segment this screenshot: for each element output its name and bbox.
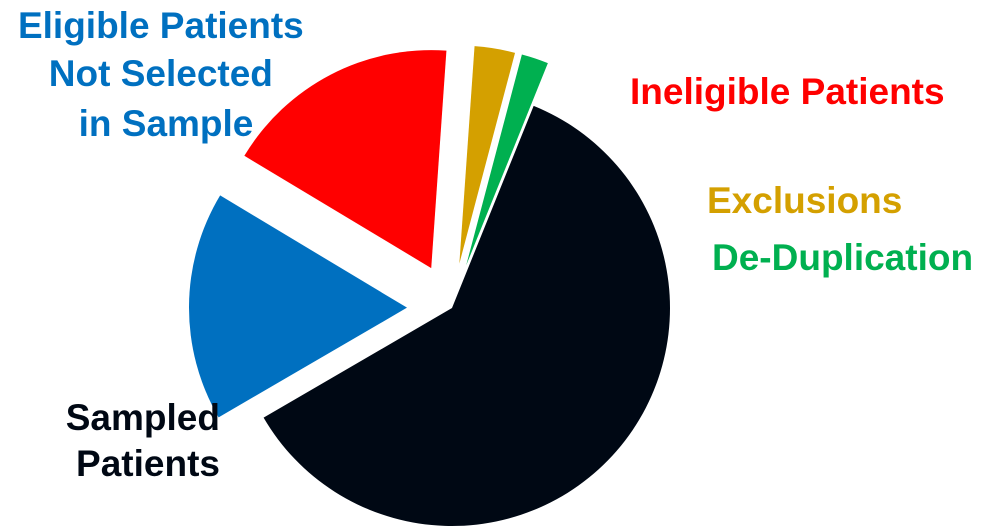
label-ineligible-patients-line-1: Ineligible Patients [630, 71, 945, 112]
label-exclusions-line-1: Exclusions [707, 180, 902, 221]
pie-slices [189, 46, 670, 526]
pie-slice-de-duplication [466, 54, 548, 266]
pie-slice-exclusions [459, 46, 516, 264]
label-ineligible-patients: Ineligible Patients [630, 71, 945, 112]
label-exclusions: Exclusions [707, 180, 902, 221]
label-sampled-patients: Sampled Patients [66, 397, 231, 484]
pie-slice-ineligible-patients [244, 50, 447, 269]
label-sampled-patients-line-2: Patients [76, 443, 220, 484]
label-eligible-not-selected: Eligible Patients Not Selected in Sample [18, 5, 314, 144]
label-sampled-patients-line-1: Sampled [66, 397, 220, 438]
label-de-duplication-line-1: De-Duplication [712, 237, 973, 278]
label-eligible-not-selected-line-3: in Sample [79, 103, 254, 144]
pie-slice-eligible-patients-not-selected-in-sample [189, 195, 408, 418]
label-eligible-not-selected-line-1: Eligible Patients [18, 5, 304, 46]
label-eligible-not-selected-line-2: Not Selected [49, 53, 273, 94]
label-de-duplication: De-Duplication [712, 237, 973, 278]
pie-slice-sampled-patients [263, 105, 670, 526]
